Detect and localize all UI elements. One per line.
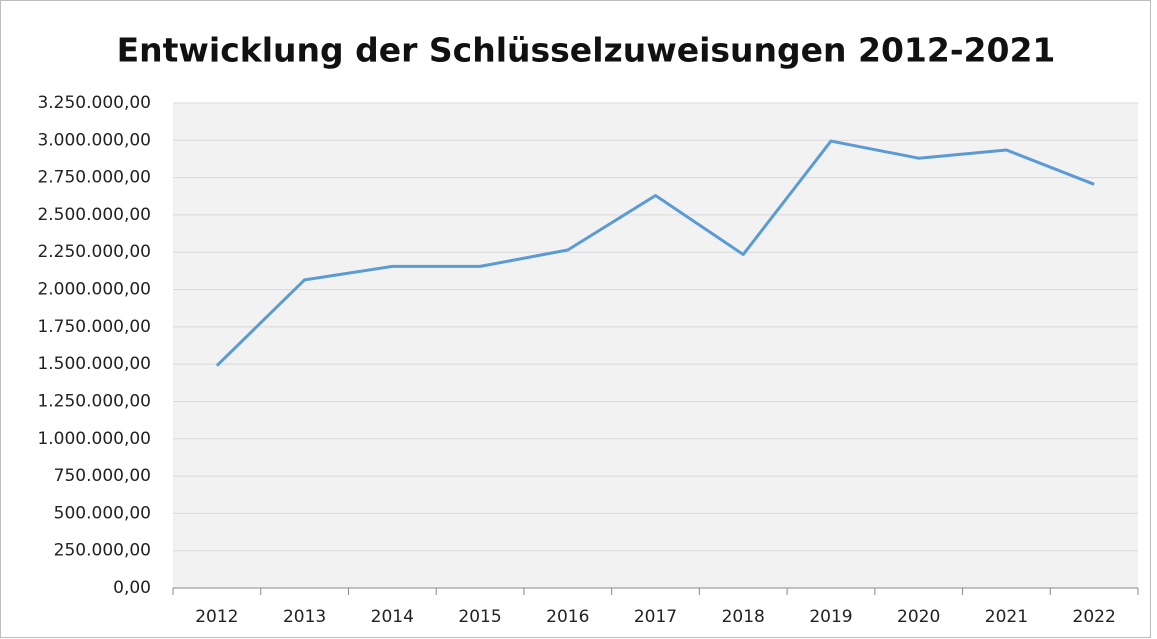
x-tick-label: 2013 [283, 607, 326, 627]
y-tick-label: 500.000,00 [54, 503, 151, 523]
y-tick-label: 1.500.000,00 [37, 354, 151, 374]
chart-title: Entwicklung der Schlüsselzuweisungen 201… [117, 31, 1056, 70]
x-tick-label: 2012 [195, 607, 238, 627]
y-tick-label: 2.000.000,00 [37, 280, 151, 300]
y-tick-label: 3.250.000,00 [37, 93, 151, 113]
x-tick-label: 2017 [634, 607, 677, 627]
y-tick-label: 2.750.000,00 [37, 168, 151, 188]
y-tick-label: 1.750.000,00 [37, 317, 151, 337]
y-tick-label: 2.250.000,00 [37, 242, 151, 262]
y-tick-label: 250.000,00 [54, 541, 151, 561]
x-tick-label: 2019 [809, 607, 852, 627]
x-tick-label: 2015 [458, 607, 501, 627]
x-tick-label: 2022 [1073, 607, 1116, 627]
y-tick-label: 1.250.000,00 [37, 391, 151, 411]
x-tick-label: 2018 [722, 607, 765, 627]
plot-area [173, 103, 1138, 588]
x-tick-label: 2021 [985, 607, 1028, 627]
y-tick-label: 0,00 [113, 578, 151, 598]
y-tick-label: 750.000,00 [54, 466, 151, 486]
x-tick-label: 2020 [897, 607, 940, 627]
y-tick-label: 1.000.000,00 [37, 429, 151, 449]
y-tick-label: 3.000.000,00 [37, 130, 151, 150]
y-tick-label: 2.500.000,00 [37, 205, 151, 225]
x-tick-label: 2016 [546, 607, 589, 627]
x-tick-label: 2014 [371, 607, 414, 627]
data-line [215, 139, 1095, 367]
